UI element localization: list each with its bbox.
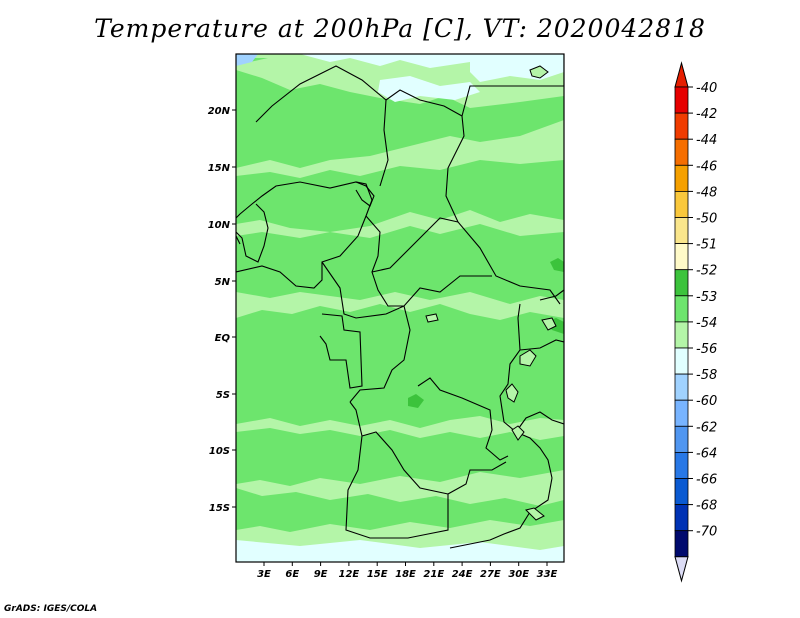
colorbar-label: -51 bbox=[696, 238, 717, 253]
colorbar-label: -66 bbox=[696, 473, 717, 488]
lon-label: 18E bbox=[395, 569, 416, 580]
map-title: Temperature at 200hPa [C], VT: 202004281… bbox=[94, 14, 706, 43]
credit-text: GrADS: IGES/COLA bbox=[4, 604, 98, 614]
colorbar-label: -46 bbox=[696, 159, 717, 174]
colorbar-swatch bbox=[674, 243, 689, 271]
colorbar-label: -68 bbox=[696, 499, 717, 514]
colorbar-swatch bbox=[674, 269, 689, 297]
lon-label: 27E bbox=[480, 569, 501, 580]
lakes bbox=[425, 65, 557, 521]
colorbar-swatch bbox=[674, 504, 689, 532]
colorbar-swatch bbox=[674, 530, 689, 558]
lat-label: 15N bbox=[208, 163, 231, 174]
colorbar-label: -40 bbox=[696, 81, 717, 96]
colorbar-swatch bbox=[674, 399, 689, 427]
lon-label: 33E bbox=[537, 569, 558, 580]
colorbar-swatch bbox=[674, 217, 689, 245]
colorbar-swatch bbox=[674, 190, 689, 218]
colorbar-swatch bbox=[674, 451, 689, 479]
colorbar-label: -70 bbox=[696, 525, 717, 540]
lat-label: 5S bbox=[216, 390, 230, 401]
colorbar-label: -48 bbox=[696, 185, 717, 200]
colorbar-over-arrow bbox=[674, 61, 689, 88]
colorbar-swatch bbox=[674, 347, 689, 375]
colorbar-swatch bbox=[674, 138, 689, 166]
colorbar-label: -62 bbox=[696, 420, 717, 435]
colorbar-swatch bbox=[674, 478, 689, 506]
colorbar-under-arrow bbox=[674, 556, 689, 583]
colorbar-swatch bbox=[674, 86, 689, 114]
colorbar-label: -53 bbox=[696, 290, 717, 305]
field-58-region bbox=[236, 54, 258, 66]
lon-label: 3E bbox=[257, 569, 271, 580]
lon-label: 6E bbox=[285, 569, 299, 580]
colorbar-swatch bbox=[674, 112, 689, 140]
colorbar-label: -54 bbox=[696, 316, 717, 331]
lon-label: 30E bbox=[508, 569, 529, 580]
colorbar-label: -44 bbox=[696, 133, 717, 148]
colorbar-swatch bbox=[674, 164, 689, 192]
lat-label: 5N bbox=[215, 277, 231, 288]
lat-label: 15S bbox=[209, 503, 230, 514]
lat-label: 20N bbox=[208, 106, 231, 117]
lon-label: 24E bbox=[452, 569, 473, 580]
colorbar-label: -52 bbox=[696, 264, 717, 279]
colorbar-label: -50 bbox=[696, 212, 717, 227]
map-frame bbox=[235, 53, 565, 563]
colorbar-label: -42 bbox=[696, 107, 717, 122]
temperature-field bbox=[236, 54, 564, 562]
lon-label: 9E bbox=[314, 569, 328, 580]
lon-label: 15E bbox=[367, 569, 388, 580]
colorbar: -40 -42 -44 -46 -48 -50 -51 -52 -53 -54 -56 -58 -60 -… bbox=[674, 61, 717, 583]
colorbar-label: -60 bbox=[696, 394, 717, 409]
lat-label: 10S bbox=[209, 446, 230, 457]
colorbar-swatch bbox=[674, 321, 689, 349]
latitude-labels: 20N 15N 10N 5N EQ 5S 10S 15S bbox=[208, 106, 236, 514]
lon-label: 21E bbox=[423, 569, 444, 580]
colorbar-label: -64 bbox=[696, 446, 717, 461]
lon-label: 12E bbox=[339, 569, 360, 580]
colorbar-label: -56 bbox=[696, 342, 717, 357]
colorbar-label: -58 bbox=[696, 368, 717, 383]
country-borders bbox=[236, 54, 564, 549]
longitude-labels: 3E 6E 9E 12E 15E 18E 21E 24E 27E 30E 33E bbox=[257, 562, 558, 580]
colorbar-swatch bbox=[674, 425, 689, 453]
lat-label: 10N bbox=[208, 220, 231, 231]
colorbar-swatch bbox=[674, 373, 689, 401]
lat-label: EQ bbox=[215, 333, 231, 344]
colorbar-swatch bbox=[674, 295, 689, 323]
